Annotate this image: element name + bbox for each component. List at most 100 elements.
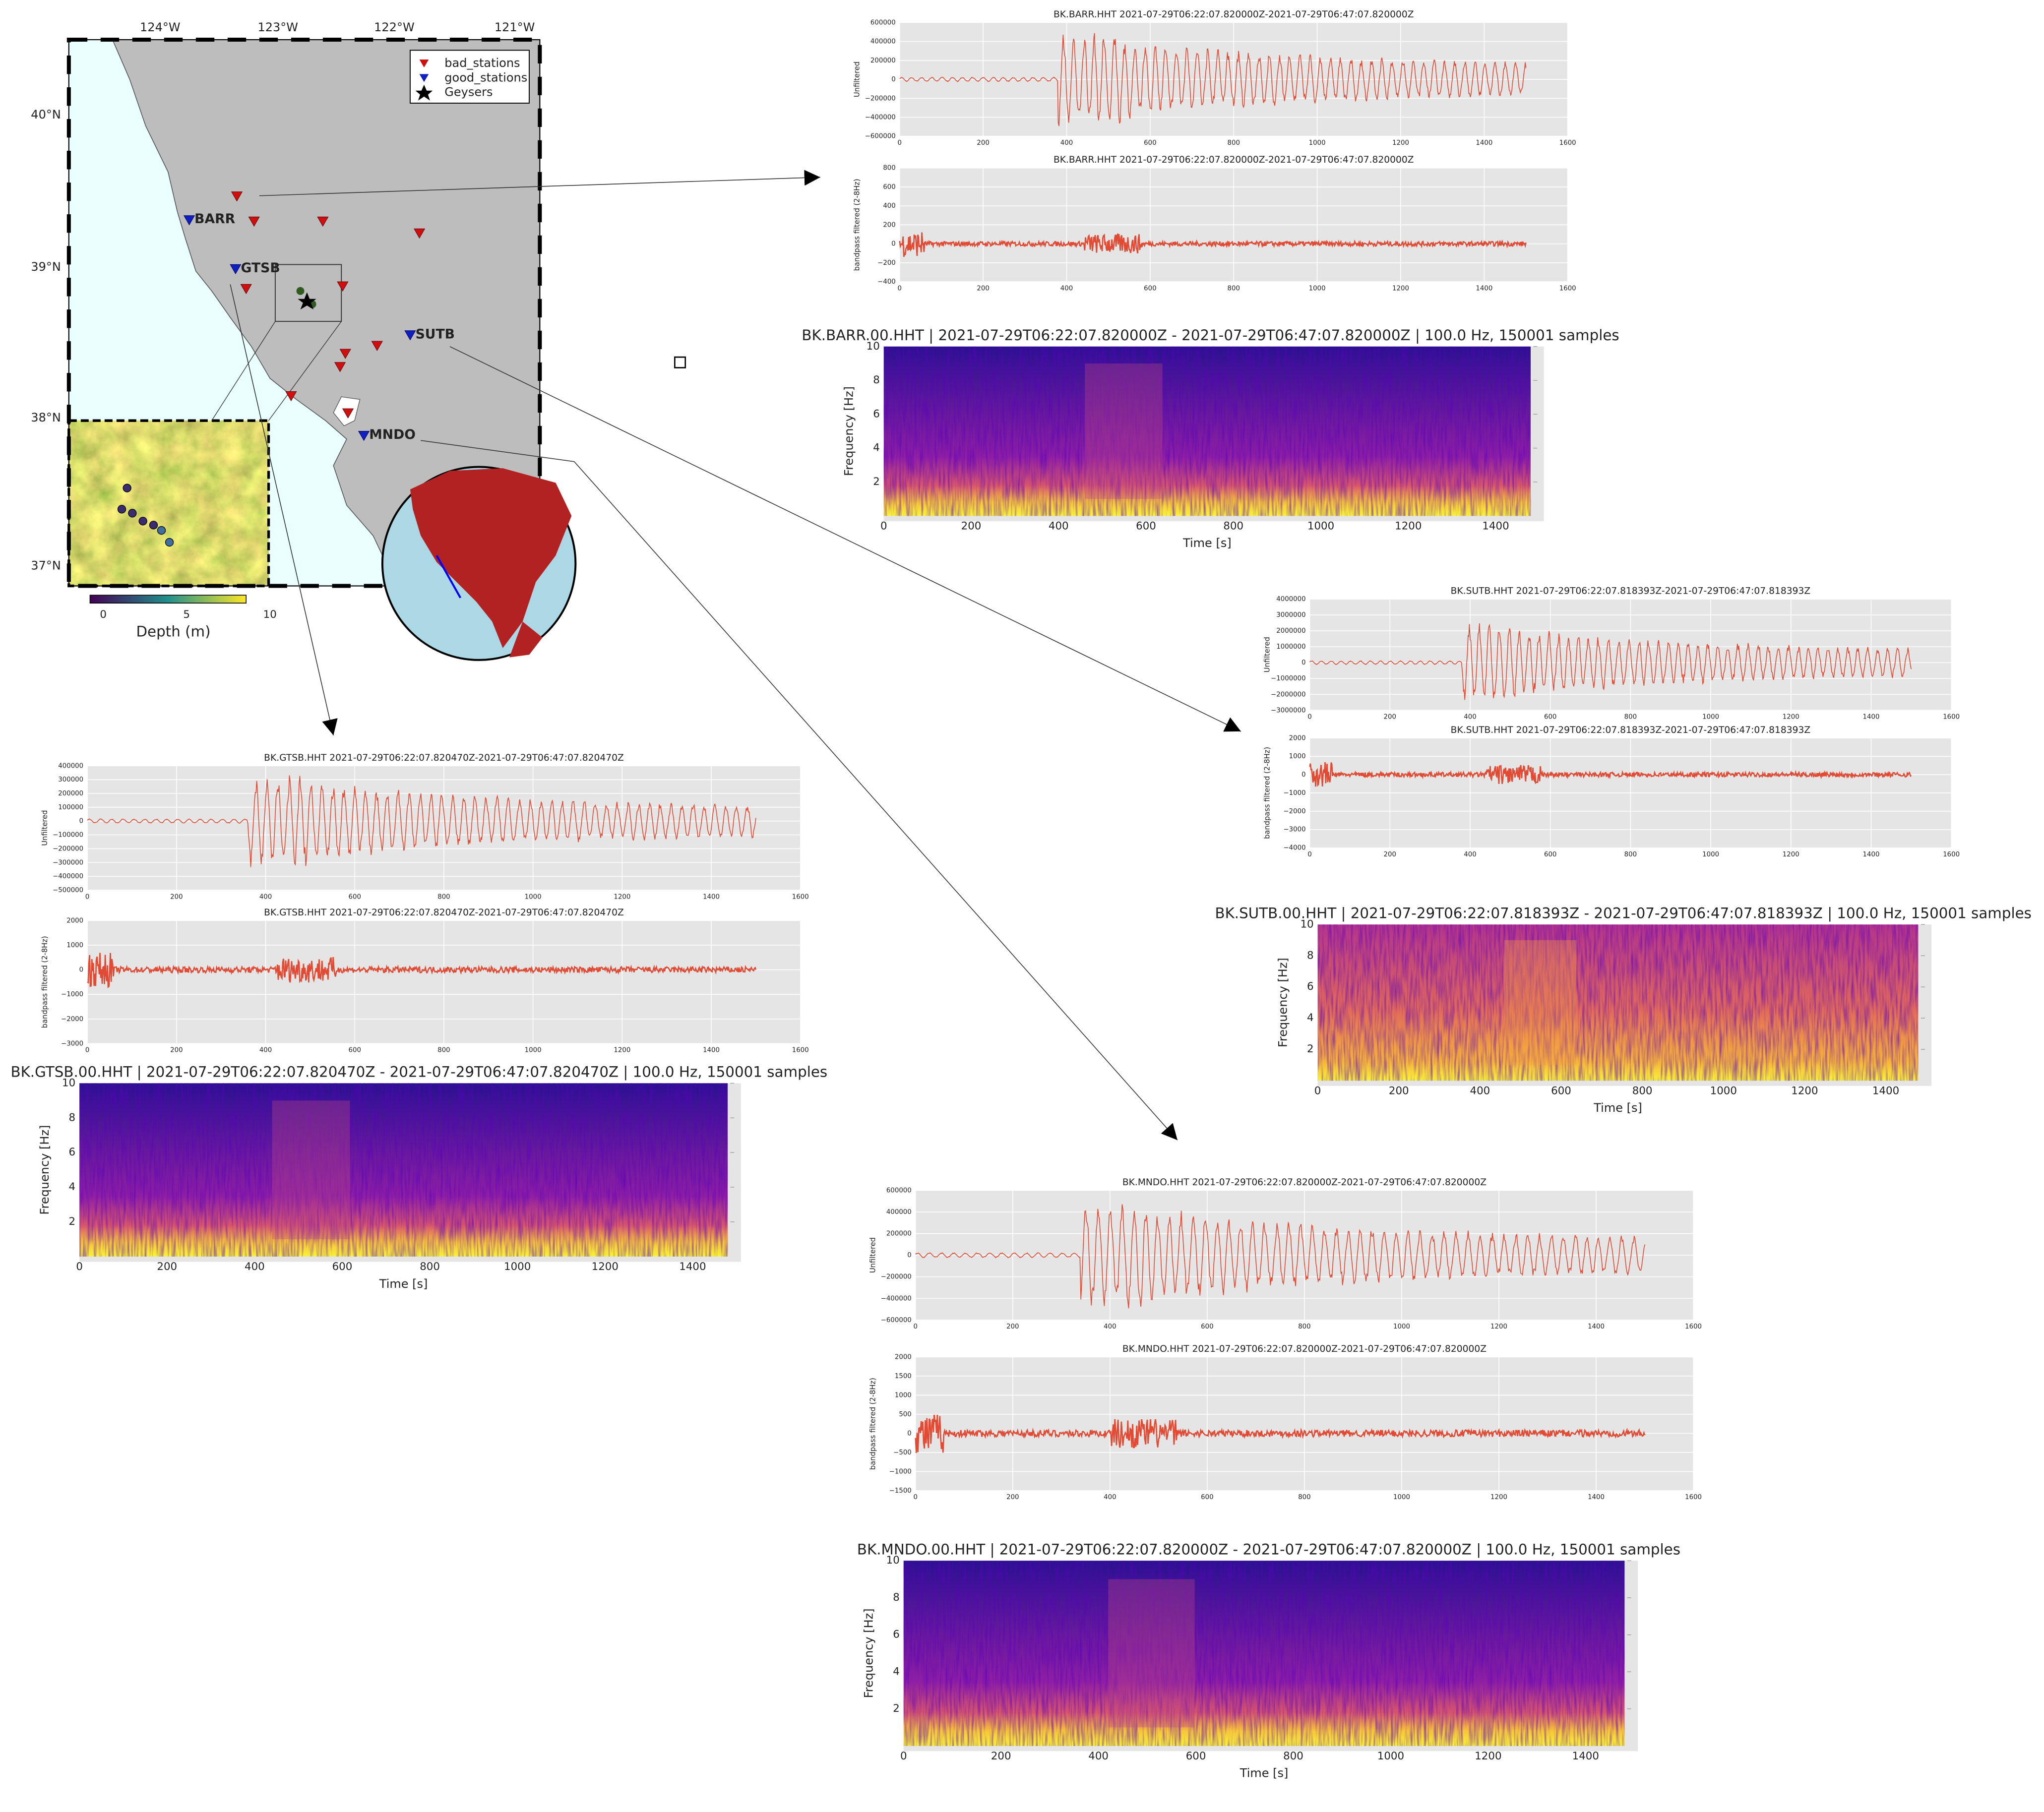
zoom-line	[268, 321, 342, 421]
x-tick-label: 200	[1006, 1323, 1019, 1330]
station-label: MNDO	[369, 427, 416, 442]
y-tick-label: −4000	[1284, 845, 1306, 852]
x-tick-label: 1200	[1783, 851, 1799, 858]
x-tick-label: 1400	[1482, 520, 1509, 533]
y-tick-label: 6	[69, 1146, 76, 1158]
map-frame	[68, 39, 541, 587]
plot-title: BK.MNDO.HHT 2021-07-29T06:22:07.820000Z-…	[1122, 1344, 1487, 1354]
spectrogram-energy	[1108, 1579, 1195, 1728]
x-tick-label: 800	[1283, 1750, 1303, 1762]
y-tick-label: 600000	[886, 1187, 912, 1194]
spectrogram-title: BK.BARR.00.HHT | 2021-07-29T06:22:07.820…	[802, 327, 1619, 344]
y-tick-label: 2000000	[1276, 627, 1305, 635]
y-tick-label: 10	[867, 340, 880, 353]
x-tick-label: 400	[1464, 714, 1476, 721]
y-tick-label: 2	[69, 1215, 76, 1228]
x-tick-label: 1200	[1392, 285, 1409, 292]
x-tick-label: 0	[914, 1494, 918, 1501]
x-tick-label: 200	[1389, 1085, 1409, 1097]
y-tick-label: −400	[877, 278, 896, 286]
colorbar-tick: 5	[183, 608, 190, 621]
y-tick-label: 4	[893, 1665, 900, 1678]
x-tick-label: 1400	[1572, 1750, 1599, 1762]
x-tick-label: 800	[1228, 139, 1240, 147]
x-tick-label: 200	[1384, 851, 1396, 858]
y-tick-label: 10	[886, 1554, 900, 1567]
x-tick-label: 0	[898, 285, 902, 292]
y-tick-label: 100000	[58, 804, 83, 811]
x-tick-label: 1400	[703, 893, 720, 901]
y-tick-label: 2	[893, 1702, 900, 1715]
x-tick-label: 800	[1624, 714, 1637, 721]
x-tick-label: 1400	[1588, 1494, 1605, 1501]
filtered-waveform	[87, 953, 757, 989]
y-tick-label: 200000	[58, 790, 83, 797]
x-tick-label: 600	[1544, 714, 1556, 721]
x-tick-label: 1000	[525, 1047, 542, 1054]
spectrogram-texture	[883, 346, 1531, 516]
y-tick-label: −100000	[53, 832, 83, 839]
y-tick-label: −500	[893, 1449, 912, 1456]
y-tick-label: −2000	[1284, 808, 1306, 815]
x-tick-label: 800	[1624, 851, 1637, 858]
x-tick-label: 200	[157, 1261, 177, 1273]
x-tick-label: 1400	[1476, 285, 1492, 292]
x-tick-label: 200	[1384, 714, 1396, 721]
colorbar	[89, 595, 247, 604]
y-tick-label: 400000	[58, 762, 83, 770]
y-tick-label: 2	[1307, 1043, 1314, 1055]
y-tick-label: −400000	[881, 1295, 912, 1302]
lon-tick: 123°W	[257, 20, 298, 34]
y-tick-label: 2	[873, 476, 880, 488]
y-axis-label: bandpass filtered (2-8Hz)	[853, 179, 861, 271]
spectrogram-energy	[1504, 940, 1577, 1065]
y-tick-label: −1000000	[1271, 675, 1306, 682]
waveform	[1309, 623, 1912, 700]
y-tick-label: 0	[907, 1252, 911, 1259]
y-axis-label: bandpass filtered (2-8Hz)	[41, 936, 49, 1028]
y-tick-label: 1000	[1289, 753, 1306, 760]
x-tick-label: 1600	[1559, 285, 1576, 292]
x-tick-label: 1200	[592, 1261, 619, 1273]
x-tick-label: 400	[1088, 1750, 1109, 1762]
x-tick-label: 800	[437, 893, 450, 901]
x-tick-label: 600	[332, 1261, 353, 1273]
x-tick-label: 800	[1298, 1494, 1310, 1501]
x-tick-label: 1400	[1863, 714, 1880, 721]
x-tick-label: 1200	[1791, 1085, 1818, 1097]
arrows	[230, 170, 1241, 1141]
x-tick-label: 0	[85, 893, 89, 901]
y-tick-label: −1000	[1284, 789, 1306, 797]
y-tick-label: −200000	[881, 1273, 912, 1281]
y-tick-label: −600000	[881, 1317, 912, 1324]
legend-entry: bad_stations	[444, 56, 520, 70]
x-tick-label: 0	[900, 1750, 907, 1762]
y-axis-label: bandpass filtered (2-8Hz)	[1263, 747, 1271, 839]
x-tick-label: 1600	[1685, 1494, 1702, 1501]
y-tick-label: 10	[62, 1077, 75, 1089]
y-tick-label: −400000	[53, 873, 83, 880]
plot-title: BK.GTSB.HHT 2021-07-29T06:22:07.820470Z-…	[264, 753, 624, 763]
plot-title: BK.SUTB.HHT 2021-07-29T06:22:07.818393Z-…	[1451, 725, 1810, 735]
y-tick-label: 1500	[895, 1373, 912, 1380]
x-tick-label: 1000	[504, 1261, 531, 1273]
filtered-waveform	[899, 232, 1527, 257]
y-tick-label: −3000	[1284, 826, 1306, 834]
zoom-line	[211, 321, 276, 421]
legend: bad_stations good_stations Geysers	[410, 50, 530, 104]
x-tick-label: 200	[961, 520, 982, 533]
station-label: SUTB	[416, 326, 455, 342]
colorbar-label: Depth (m)	[136, 623, 210, 640]
y-tick-label: 1000000	[1276, 643, 1305, 651]
x-tick-label: 600	[1551, 1085, 1571, 1097]
y-tick-label: −2000	[61, 1016, 83, 1023]
x-tick-label: 400	[245, 1261, 265, 1273]
x-tick-label: 800	[1228, 285, 1240, 292]
y-tick-label: 400000	[886, 1208, 912, 1216]
marker-square	[674, 356, 686, 368]
x-tick-label: 0	[1307, 851, 1311, 858]
x-tick-label: 1400	[703, 1047, 720, 1054]
geysers-box	[274, 264, 342, 322]
spectrogram-title: BK.MNDO.00.HHT | 2021-07-29T06:22:07.820…	[857, 1541, 1680, 1558]
x-tick-label: 1400	[679, 1261, 706, 1273]
